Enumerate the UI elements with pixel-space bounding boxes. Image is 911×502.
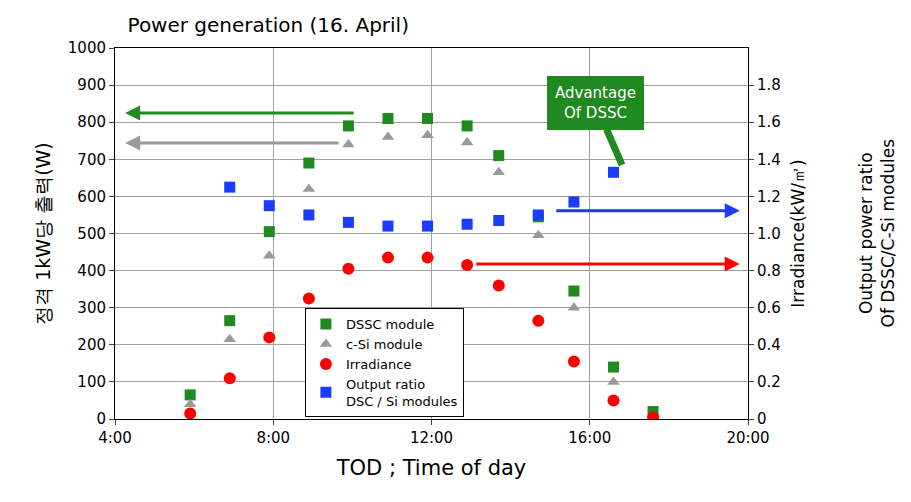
svg-text:500: 500 — [77, 225, 106, 243]
svg-text:AdvantageOf DSSC: AdvantageOf DSSC — [555, 84, 636, 122]
svg-text:c-Si module: c-Si module — [346, 337, 423, 352]
svg-text:600: 600 — [77, 188, 106, 206]
svg-text:0.2: 0.2 — [757, 373, 781, 391]
svg-text:700: 700 — [77, 151, 106, 169]
svg-text:800: 800 — [77, 113, 106, 131]
svg-text:TOD ; Time of day: TOD ; Time of day — [336, 456, 527, 480]
svg-text:20:00: 20:00 — [726, 429, 769, 447]
svg-text:0: 0 — [96, 410, 106, 428]
svg-text:1.4: 1.4 — [757, 151, 781, 169]
svg-text:Output power ratioOf DSSC/C-Si: Output power ratioOf DSSC/C-Si modules — [856, 139, 898, 328]
svg-text:100: 100 — [77, 373, 106, 391]
svg-text:0.8: 0.8 — [757, 262, 781, 280]
svg-text:8:00: 8:00 — [256, 429, 290, 447]
svg-text:DSSC module: DSSC module — [346, 317, 434, 332]
svg-text:12:00: 12:00 — [410, 429, 453, 447]
svg-text:Irradiance: Irradiance — [346, 357, 411, 372]
svg-text:900: 900 — [77, 76, 106, 94]
svg-text:Power generation (16. April): Power generation (16. April) — [128, 13, 409, 37]
svg-text:4:00: 4:00 — [98, 429, 132, 447]
svg-text:400: 400 — [77, 262, 106, 280]
svg-text:0.6: 0.6 — [757, 299, 781, 317]
svg-text:1.0: 1.0 — [757, 225, 781, 243]
svg-text:1.6: 1.6 — [757, 113, 781, 131]
svg-text:1000: 1000 — [68, 39, 106, 57]
svg-text:16:00: 16:00 — [568, 429, 611, 447]
svg-text:Output ratioDSC / Si modules: Output ratioDSC / Si modules — [346, 377, 458, 409]
svg-text:200: 200 — [77, 336, 106, 354]
svg-text:1.2: 1.2 — [757, 188, 781, 206]
svg-text:300: 300 — [77, 299, 106, 317]
svg-text:1.8: 1.8 — [757, 76, 781, 94]
svg-text:0.4: 0.4 — [757, 336, 781, 354]
svg-text:0: 0 — [757, 410, 767, 428]
svg-text:정격 1kW당 출력(W): 정격 1kW당 출력(W) — [32, 142, 54, 325]
svg-text:Irradiance(kW/㎡): Irradiance(kW/㎡) — [788, 159, 808, 307]
